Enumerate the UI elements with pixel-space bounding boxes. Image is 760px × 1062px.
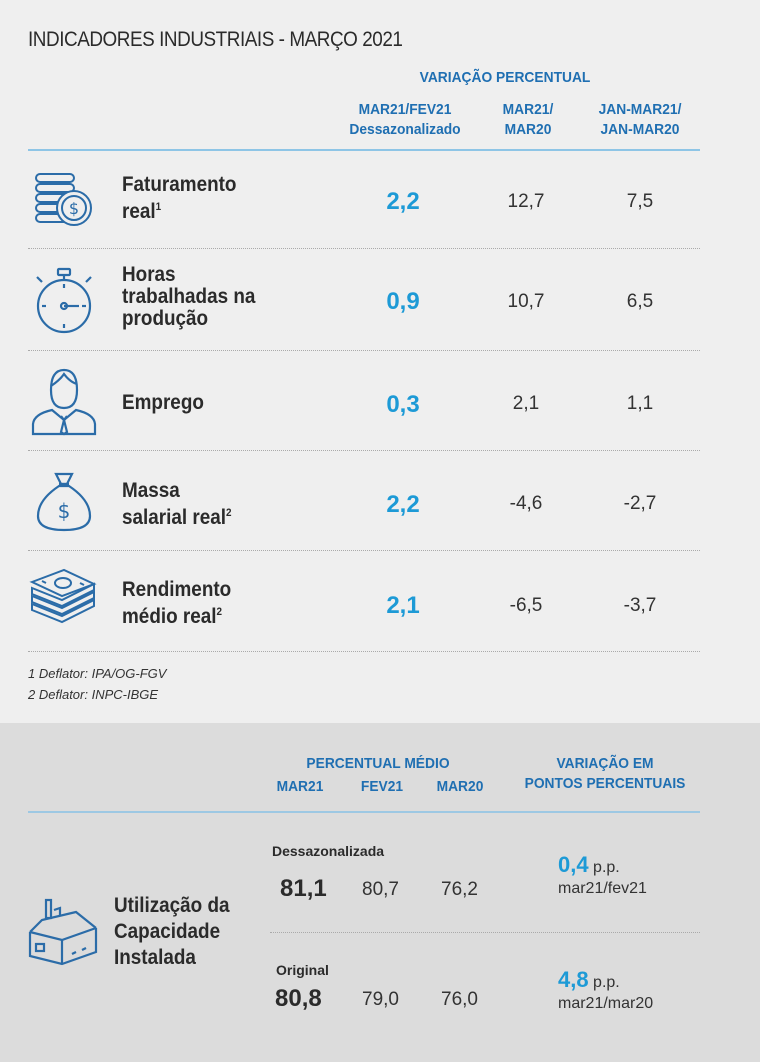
value-mar21-fev21: 2,2 — [386, 188, 420, 215]
col2-header-line2: MAR20 — [504, 121, 552, 138]
coins-dollar-icon: $ — [30, 168, 100, 234]
original-label: Original — [276, 962, 329, 978]
col3-header-line1: JAN-MAR21/ — [598, 101, 682, 118]
col3-header: JAN-MAR21/ JAN-MAR20 — [585, 100, 695, 140]
col-fev21-header: FEV21 — [360, 778, 404, 795]
row-divider — [28, 450, 700, 451]
original-mar21: 80,8 — [275, 985, 322, 1012]
svg-text:$: $ — [58, 499, 71, 523]
seasonal-pp: 0,4 p.p. — [558, 852, 620, 878]
row-label-line2: médio real2 — [122, 601, 231, 628]
col1-header: MAR21/FEV21 Dessazonalizado — [336, 100, 474, 140]
row-label-line3: produção — [122, 307, 209, 330]
money-bag-icon: $ — [30, 466, 100, 532]
row-label-text: salarial real — [122, 506, 227, 529]
value-jan-mar: 7,5 — [626, 191, 654, 212]
page-title: INDICADORES INDUSTRIAIS - MARÇO 2021 — [28, 28, 403, 51]
capacity-label-line3: Instalada — [114, 946, 196, 969]
footnote-ref: 2 — [216, 606, 223, 618]
col1-header-line2: Dessazonalizado — [349, 121, 461, 138]
factory-icon — [26, 896, 98, 966]
panel-header-divider — [28, 811, 700, 813]
value-mar21-fev21: 2,2 — [386, 491, 420, 518]
row-label-line1: Rendimento — [122, 578, 232, 601]
original-pp-value: 4,8 — [558, 967, 589, 992]
original-pp-unit: p.p. — [593, 974, 620, 991]
seasonal-mar21: 81,1 — [280, 875, 327, 902]
row-divider — [28, 350, 700, 351]
value-mar21-fev21: 0,9 — [386, 288, 420, 315]
row-divider — [28, 248, 700, 249]
value-mar21-mar20: 10,7 — [507, 291, 545, 312]
row-label-line1: Faturamento — [122, 173, 237, 196]
seasonal-pp-unit: p.p. — [593, 859, 620, 876]
row-label-text: real — [122, 200, 156, 223]
avg-header: PERCENTUAL MÉDIO — [306, 755, 450, 772]
row-label-line2: trabalhadas na — [122, 285, 256, 308]
col3-header-line2: JAN-MAR20 — [600, 121, 680, 138]
col2-header-line1: MAR21/ — [502, 101, 554, 118]
row-label-faturamento: Faturamento real1 — [122, 174, 236, 223]
row-divider — [28, 651, 700, 652]
capacity-row-divider — [270, 932, 700, 933]
col1-header-line1: MAR21/FEV21 — [358, 101, 452, 118]
row-label-rendimento: Rendimento médio real2 — [122, 579, 231, 628]
variation-header-line2: PONTOS PERCENTUAIS — [524, 775, 686, 792]
row-label-line2: salarial real2 — [122, 502, 232, 529]
col-mar21-header: MAR21 — [276, 778, 324, 795]
original-fev21: 79,0 — [362, 989, 399, 1010]
capacity-panel — [0, 723, 760, 1062]
row-label-text: médio real — [122, 605, 217, 628]
capacity-label-line1: Utilização da — [114, 894, 230, 917]
row-label-massa: Massa salarial real2 — [122, 480, 232, 529]
value-mar21-mar20: 12,7 — [507, 191, 545, 212]
row-label-line1: Horas — [122, 263, 176, 286]
seasonal-mar20: 76,2 — [441, 879, 478, 900]
value-jan-mar: 1,1 — [626, 393, 654, 414]
group-header: VARIAÇÃO PERCENTUAL — [419, 69, 591, 86]
footnote-ref: 1 — [155, 201, 162, 213]
row-label-horas: Horas trabalhadas na produção — [122, 264, 255, 330]
col2-header: MAR21/ MAR20 — [482, 100, 574, 140]
original-mar20: 76,0 — [441, 989, 478, 1010]
footnote-1: 1 Deflator: IPA/OG-FGV — [28, 666, 167, 681]
seasonal-label: Dessazonalizada — [272, 843, 385, 859]
value-mar21-fev21: 2,1 — [386, 592, 420, 619]
row-divider — [28, 550, 700, 551]
value-mar21-mar20: -6,5 — [509, 595, 543, 616]
col-mar20-header: MAR20 — [436, 778, 484, 795]
row-label-emprego: Emprego — [122, 391, 204, 414]
capacity-label-line2: Capacidade — [114, 920, 221, 943]
svg-text:$: $ — [69, 199, 79, 218]
footnote-ref: 2 — [226, 507, 232, 519]
seasonal-pp-ref: mar21/fev21 — [558, 880, 647, 897]
value-jan-mar: -3,7 — [623, 595, 657, 616]
seasonal-pp-value: 0,4 — [558, 852, 589, 877]
header-divider — [28, 149, 700, 151]
footnote-2: 2 Deflator: INPC-IBGE — [28, 687, 159, 702]
value-mar21-fev21: 0,3 — [386, 391, 420, 418]
value-jan-mar: -2,7 — [623, 493, 657, 514]
row-label-line1: Massa — [122, 479, 180, 502]
stopwatch-icon — [30, 266, 100, 334]
value-jan-mar: 6,5 — [626, 291, 654, 312]
value-mar21-mar20: 2,1 — [512, 393, 540, 414]
person-icon — [30, 364, 100, 436]
original-pp: 4,8 p.p. — [558, 967, 620, 993]
value-mar21-mar20: -4,6 — [509, 493, 543, 514]
seasonal-fev21: 80,7 — [362, 879, 399, 900]
variation-header-line1: VARIAÇÃO EM — [556, 755, 654, 772]
original-pp-ref: mar21/mar20 — [558, 995, 654, 1012]
capacity-label: Utilização da Capacidade Instalada — [114, 893, 230, 971]
banknotes-icon — [28, 566, 98, 632]
variation-header: VARIAÇÃO EM PONTOS PERCENTUAIS — [518, 754, 693, 794]
row-label-line2: real1 — [122, 196, 236, 223]
